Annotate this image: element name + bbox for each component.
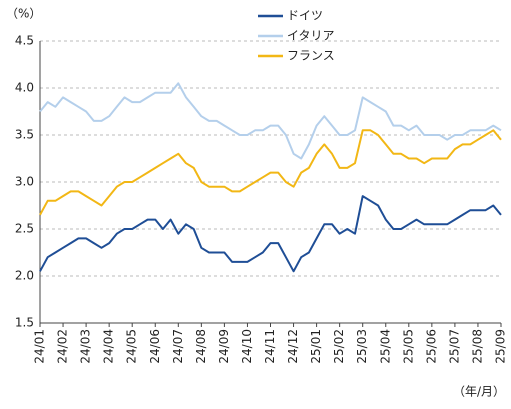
- x-tick-label: 24/03: [79, 329, 93, 364]
- y-tick-label: 3.0: [15, 175, 34, 189]
- y-tick-label: 4.0: [15, 81, 34, 95]
- x-tick-label: 25/04: [378, 329, 392, 364]
- x-tick-label: 25/01: [309, 329, 323, 364]
- x-tick-label: 25/08: [470, 329, 484, 364]
- x-tick-label: 24/06: [148, 329, 162, 364]
- y-tick-label: 2.0: [15, 269, 34, 283]
- y-tick-label: 3.5: [15, 128, 34, 142]
- y-tick-label: 4.5: [15, 34, 34, 48]
- x-tick-label: 25/09: [494, 329, 508, 364]
- legend-label: ドイツ: [287, 9, 323, 23]
- series-line: [39, 129, 502, 216]
- legend-label: イタリア: [287, 29, 335, 43]
- x-tick-label: 24/11: [263, 329, 277, 364]
- x-tick-label: 24/10: [240, 329, 254, 364]
- x-unit: （年/月）: [453, 385, 505, 399]
- series-line: [39, 195, 502, 273]
- x-tick-label: 24/12: [286, 329, 300, 364]
- x-tick-label: 25/06: [424, 329, 438, 364]
- x-tick-label: 24/01: [33, 329, 47, 364]
- x-tick-label: 25/03: [355, 329, 369, 364]
- x-tick-label: 25/02: [332, 329, 346, 364]
- x-tick-label: 24/02: [56, 329, 70, 364]
- x-tick-label: 24/09: [217, 329, 231, 364]
- legend-label: フランス: [287, 49, 335, 63]
- x-tick-label: 24/04: [102, 329, 116, 364]
- x-tick-label: 24/08: [194, 329, 208, 364]
- x-tick-label: 25/05: [401, 329, 415, 364]
- y-tick-label: 2.5: [15, 222, 34, 236]
- y-tick-label: 1.5: [15, 316, 34, 330]
- x-tick-label: 25/07: [447, 329, 461, 364]
- x-tick-label: 24/05: [125, 329, 139, 364]
- x-tick-label: 24/07: [171, 329, 185, 364]
- series-line: [39, 82, 502, 160]
- y-unit: （%）: [6, 7, 41, 21]
